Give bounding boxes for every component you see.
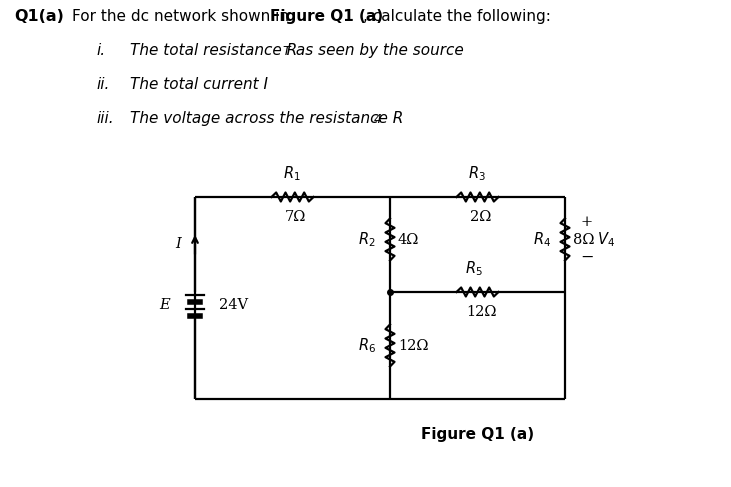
Text: E: E [159,298,170,312]
Text: 4: 4 [374,113,382,126]
Text: Figure Q1 (a): Figure Q1 (a) [421,427,534,442]
Text: 7Ω: 7Ω [285,210,306,224]
Text: T: T [282,45,289,58]
Text: $R_4$: $R_4$ [533,230,551,249]
Text: $R_2$: $R_2$ [358,230,376,249]
Text: as seen by the source: as seen by the source [291,43,463,58]
Text: $V_4$: $V_4$ [597,230,615,249]
Text: The total resistance R: The total resistance R [130,43,298,58]
Text: For the dc network shown in: For the dc network shown in [72,9,294,24]
Text: $R_1$: $R_1$ [283,164,300,183]
Text: $R_6$: $R_6$ [358,336,376,355]
Text: 24V: 24V [219,298,248,312]
Text: Q1(a): Q1(a) [14,9,64,24]
Text: iii.: iii. [96,111,113,126]
Text: The total current I: The total current I [130,77,268,92]
Text: 2Ω: 2Ω [470,210,491,224]
Text: 12Ω: 12Ω [466,305,497,319]
Text: Figure Q1 (a): Figure Q1 (a) [270,9,383,24]
Text: 4Ω: 4Ω [398,232,420,246]
Text: ii.: ii. [96,77,110,92]
Text: i.: i. [96,43,105,58]
Text: +: + [581,214,593,228]
Text: The voltage across the resistance R: The voltage across the resistance R [130,111,404,126]
Text: I: I [175,238,181,251]
Text: , calculate the following:: , calculate the following: [363,9,551,24]
Text: 8Ω: 8Ω [573,232,594,246]
Text: 12Ω: 12Ω [398,338,428,353]
Text: $R_5$: $R_5$ [465,259,482,278]
Text: −: − [580,249,594,266]
Text: $R_3$: $R_3$ [468,164,485,183]
